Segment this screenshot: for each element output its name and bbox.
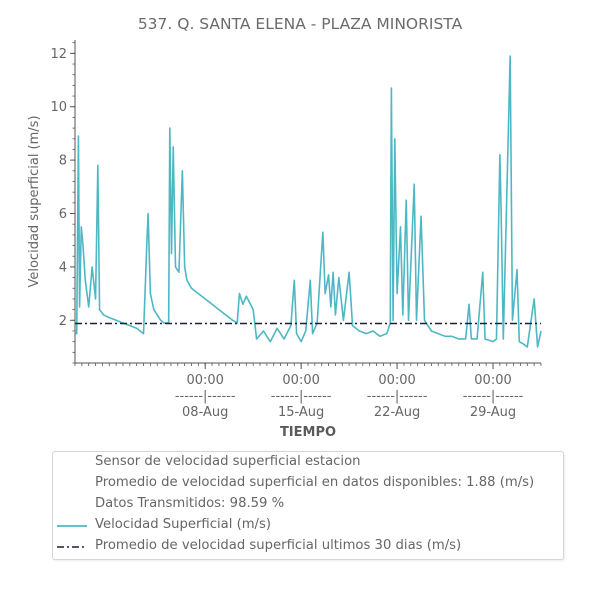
y-tick-label: 12 (50, 47, 67, 62)
y-tick-label: 4 (59, 260, 67, 275)
x-tick-label-date: 15-Aug (278, 405, 324, 420)
legend-text-average-30d: Promedio de velocidad superficial ultimo… (95, 538, 461, 553)
x-tick-label-date: 22-Aug (374, 405, 420, 420)
x-tick-label-time: 00:00 (186, 373, 223, 388)
legend-text-velocity: Velocidad Superficial (m/s) (95, 517, 271, 532)
legend-text-transmitted: Datos Transmitidos: 98.59 % (95, 496, 284, 511)
x-tick-label-date: 08-Aug (182, 405, 228, 420)
series-layer (75, 56, 541, 347)
x-tick-label-time: 00:00 (378, 373, 415, 388)
legend: Sensor de velocidad superficial estacion… (52, 451, 564, 560)
legend-text-average: Promedio de velocidad superficial en dat… (95, 475, 534, 490)
x-tick-label-separator: ------|------ (463, 389, 524, 404)
y-tick-label: 6 (59, 207, 67, 222)
x-tick-label-date: 29-Aug (470, 405, 516, 420)
x-tick-label-time: 00:00 (474, 373, 511, 388)
chart-plot: 2468101200:00------|------08-Aug00:00---… (0, 0, 600, 450)
legend-swatch-average-30d (57, 545, 87, 549)
y-axis-label: Velocidad superficial (m/s) (27, 115, 42, 287)
y-tick-label: 10 (50, 100, 67, 115)
x-tick-label-separator: ------|------ (175, 389, 236, 404)
x-tick-label-separator: ------|------ (271, 389, 332, 404)
x-tick-label-time: 00:00 (282, 373, 319, 388)
legend-text-sensor: Sensor de velocidad superficial estacion (95, 454, 361, 469)
axis-labels: 2468101200:00------|------08-Aug00:00---… (27, 47, 524, 440)
x-tick-label-separator: ------|------ (367, 389, 428, 404)
series-line-velocity (75, 56, 541, 347)
x-axis-label: TIEMPO (280, 425, 336, 440)
legend-swatch-velocity (57, 524, 87, 528)
y-tick-label: 8 (59, 154, 67, 169)
y-tick-label: 2 (59, 314, 67, 329)
